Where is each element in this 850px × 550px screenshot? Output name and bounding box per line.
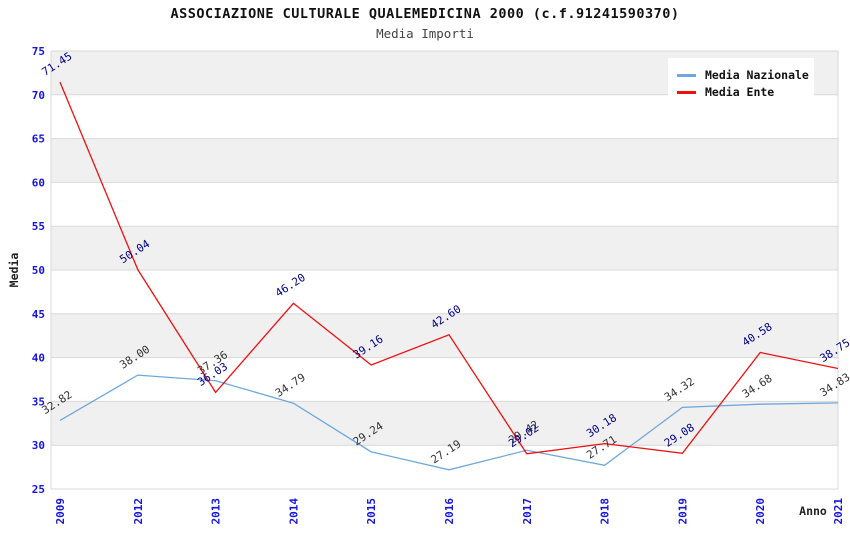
plot-band (51, 401, 838, 446)
series-line-media-ente (59, 81, 839, 455)
y-tick-label: 35 (32, 395, 45, 408)
plot-band (51, 182, 838, 227)
y-tick-label: 65 (32, 133, 45, 146)
x-tick-label: 2014 (287, 498, 300, 525)
x-tick-label: 2021 (832, 498, 845, 525)
legend-item-media-ente: Media Ente (677, 85, 805, 99)
x-tick-label: 2013 (210, 498, 223, 525)
x-tick-label: 2020 (754, 498, 767, 525)
legend-swatch-media-nazionale (677, 73, 696, 77)
chart-title: ASSOCIAZIONE CULTURALE QUALEMEDICINA 200… (170, 6, 680, 22)
legend: Media Nazionale Media Ente (668, 58, 814, 110)
series-line-media-nazionale (59, 374, 839, 471)
plot-band (51, 138, 838, 183)
plot-band (51, 313, 838, 358)
y-tick-label: 50 (32, 264, 45, 277)
y-axis-title: Media (7, 253, 21, 288)
x-tick-label: 2012 (132, 498, 145, 525)
x-tick-label: 2015 (365, 498, 378, 525)
y-tick-label: 70 (32, 89, 45, 102)
legend-item-media-nazionale: Media Nazionale (677, 68, 809, 82)
plot-band (51, 226, 838, 270)
y-tick-label: 55 (32, 220, 45, 233)
chart-subtitle: Media Importi (376, 26, 474, 41)
x-tick-label: 2009 (54, 498, 67, 525)
legend-swatch-media-ente (677, 90, 696, 94)
plot-band (51, 357, 838, 402)
x-axis-title: Anno (799, 504, 827, 518)
x-tick-label: 2017 (521, 498, 534, 525)
y-tick-label: 45 (32, 308, 45, 321)
legend-label-media-ente: Media Ente (705, 85, 775, 99)
plot-band (51, 445, 838, 489)
plot-band (51, 270, 838, 314)
x-tick-label: 2016 (443, 498, 456, 525)
x-tick-label: 2018 (599, 498, 612, 525)
legend-label-media-nazionale: Media Nazionale (705, 68, 809, 82)
y-tick-label: 30 (32, 439, 45, 452)
y-tick-label: 60 (32, 176, 45, 189)
y-tick-label: 25 (32, 483, 45, 496)
y-tick-label: 75 (32, 45, 45, 58)
y-tick-label: 40 (32, 352, 45, 365)
x-tick-label: 2019 (676, 498, 689, 525)
